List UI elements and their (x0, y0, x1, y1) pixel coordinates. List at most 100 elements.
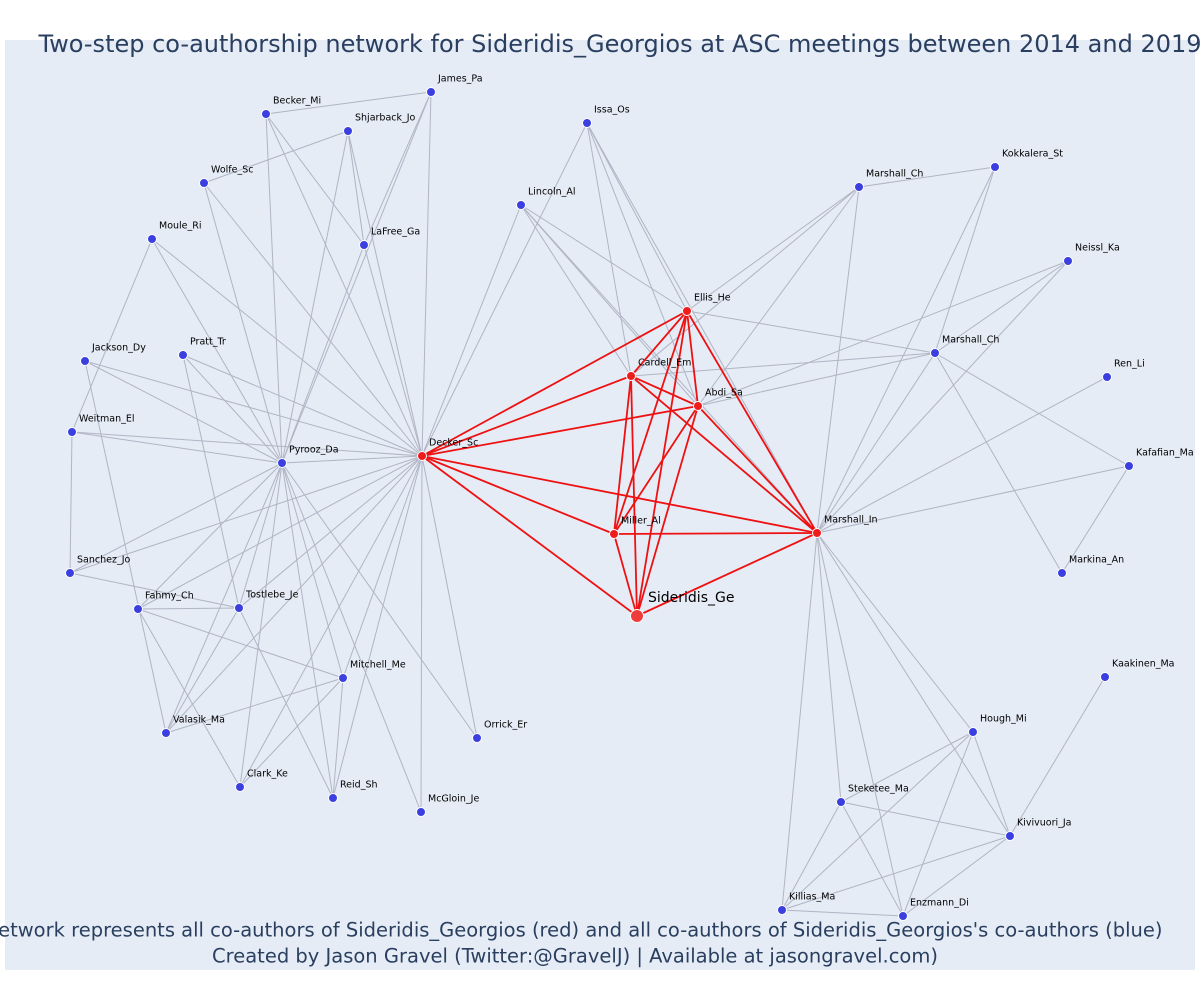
edge (203, 182, 423, 457)
node-label: Weitman_El (79, 414, 135, 425)
node-label: Lincoln_Al (528, 187, 576, 198)
edge (630, 310, 688, 377)
edge (934, 260, 1069, 354)
node-label: Markina_An (1069, 555, 1124, 566)
edge (182, 354, 240, 609)
node (80, 356, 90, 366)
node-label: James_Pa (437, 74, 483, 85)
edge (816, 352, 936, 534)
edge (972, 731, 1011, 837)
edge (858, 166, 996, 188)
node-label: Ren_Li (1114, 359, 1145, 370)
node-label: Issa_Os (594, 105, 630, 116)
node-label: LaFree_Ga (371, 227, 420, 238)
edge (69, 455, 423, 574)
edge (816, 532, 1011, 837)
node-label: Decker_Sc (429, 438, 478, 449)
node (898, 911, 908, 921)
node (199, 178, 209, 188)
edge (421, 455, 818, 534)
node (836, 797, 846, 807)
node-label: Kafafian_Ma (1136, 448, 1194, 459)
edge (137, 455, 423, 610)
node-label: Mitchell_Me (350, 660, 406, 671)
node-label: Cardell_Em (638, 358, 691, 369)
node (582, 118, 592, 128)
node (516, 200, 526, 210)
edge (630, 186, 860, 377)
node (968, 727, 978, 737)
node (854, 182, 864, 192)
edge (781, 731, 974, 911)
node-label: Marshall_Ch (942, 335, 999, 346)
edge (613, 310, 688, 535)
edge (281, 462, 334, 799)
edge (934, 166, 996, 354)
node-label: Becker_Mi (273, 96, 321, 107)
edge (520, 204, 818, 534)
edge (71, 238, 153, 433)
node-label: Enzmann_Di (910, 898, 969, 909)
node-label: Kivivuori_Ja (1017, 818, 1072, 829)
edge (686, 310, 818, 534)
edge (1061, 465, 1130, 574)
edge (686, 186, 860, 312)
edge (84, 360, 167, 734)
edge (182, 354, 423, 457)
edge (816, 532, 904, 917)
edge (421, 91, 432, 457)
node (417, 451, 427, 461)
edge (421, 405, 699, 457)
edge (137, 462, 283, 610)
edge (934, 352, 1063, 574)
node (65, 568, 75, 578)
edge (69, 431, 73, 574)
edge (265, 113, 365, 246)
node-label: Kokkalera_St (1002, 149, 1063, 160)
edge (586, 122, 632, 377)
edge (421, 310, 688, 457)
edge (332, 455, 423, 799)
edge (816, 532, 974, 733)
edge (281, 462, 422, 813)
edge (636, 405, 699, 617)
edge (697, 405, 818, 534)
edge (630, 375, 818, 534)
node-label: Neissl_Ka (1075, 243, 1120, 254)
edge (265, 113, 283, 464)
node (328, 793, 338, 803)
node (234, 603, 244, 613)
edge (902, 835, 1011, 917)
node-label: Abdi_Sa (705, 388, 743, 399)
node (147, 234, 157, 244)
node-label: Valasik_Ma (173, 715, 225, 726)
node-label: Clark_Ke (247, 769, 288, 780)
edge (347, 130, 423, 457)
edge (686, 310, 936, 354)
node (1100, 672, 1110, 682)
node (609, 529, 619, 539)
edge (421, 455, 638, 617)
edge (265, 113, 423, 457)
edge (281, 130, 349, 464)
node (343, 126, 353, 136)
edge (363, 244, 423, 457)
node-label: Tostlebe_Je (245, 590, 299, 601)
edge (781, 909, 904, 917)
edge (636, 532, 818, 617)
node (178, 350, 188, 360)
edge (421, 455, 478, 739)
edge (238, 462, 283, 609)
node (930, 348, 940, 358)
edge (1009, 676, 1106, 837)
edge (281, 462, 344, 679)
edge (630, 352, 936, 377)
edge (816, 166, 996, 534)
edge (239, 677, 344, 788)
edge (781, 835, 1011, 911)
node (133, 604, 143, 614)
node-label: McGloin_Je (428, 794, 479, 805)
node (693, 401, 703, 411)
edge (421, 122, 588, 457)
